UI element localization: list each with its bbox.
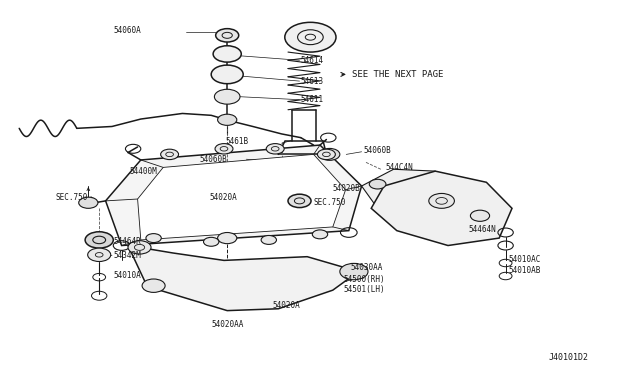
Text: 544C4N: 544C4N [386,163,413,172]
Circle shape [288,194,311,208]
Circle shape [285,22,336,52]
Text: J40101D2: J40101D2 [549,353,589,362]
Text: 54060B: 54060B [200,155,227,164]
Circle shape [261,235,276,244]
Circle shape [218,114,237,125]
Text: 54342M: 54342M [114,251,141,260]
Text: 54060B: 54060B [364,146,391,155]
Circle shape [204,237,219,246]
Text: SEC.750: SEC.750 [314,198,346,207]
Text: 5461B: 5461B [225,137,248,146]
Circle shape [340,263,368,280]
Circle shape [79,197,98,208]
Polygon shape [371,171,512,246]
Text: 54613: 54613 [301,77,324,86]
Polygon shape [138,154,346,240]
Circle shape [216,29,239,42]
Text: SEE THE NEXT PAGE: SEE THE NEXT PAGE [352,70,444,79]
Circle shape [85,232,113,248]
Polygon shape [362,169,448,208]
Circle shape [161,149,179,160]
Text: 54500(RH): 54500(RH) [344,275,385,284]
Polygon shape [128,246,358,311]
Circle shape [218,232,237,244]
Text: 54020A: 54020A [272,301,300,310]
Circle shape [88,248,111,262]
Circle shape [266,144,284,154]
Text: 54464N: 54464N [468,225,496,234]
Text: 54010AB: 54010AB [509,266,541,275]
Circle shape [211,65,243,84]
Circle shape [142,279,165,292]
Text: SEC.750: SEC.750 [55,193,88,202]
Circle shape [146,234,161,243]
Circle shape [369,179,386,189]
Text: 54060A: 54060A [114,26,141,35]
Circle shape [317,149,335,160]
Circle shape [128,241,151,254]
Text: 54614: 54614 [301,56,324,65]
Text: 54020AA: 54020AA [211,320,244,329]
Circle shape [429,193,454,208]
Circle shape [312,230,328,239]
Text: 54611: 54611 [301,95,324,104]
Text: 54400M: 54400M [129,167,157,176]
Circle shape [319,148,340,160]
Polygon shape [106,145,362,246]
Circle shape [470,210,490,221]
Circle shape [215,144,233,154]
Text: 54010A: 54010A [114,271,141,280]
Text: 54020A: 54020A [209,193,237,202]
Text: 54464R: 54464R [114,237,141,246]
Text: 54501(LH): 54501(LH) [344,285,385,294]
Text: 54010AC: 54010AC [509,255,541,264]
Text: 54020B: 54020B [333,185,360,193]
Text: 54030AA: 54030AA [350,263,383,272]
Circle shape [214,89,240,104]
Circle shape [213,46,241,62]
